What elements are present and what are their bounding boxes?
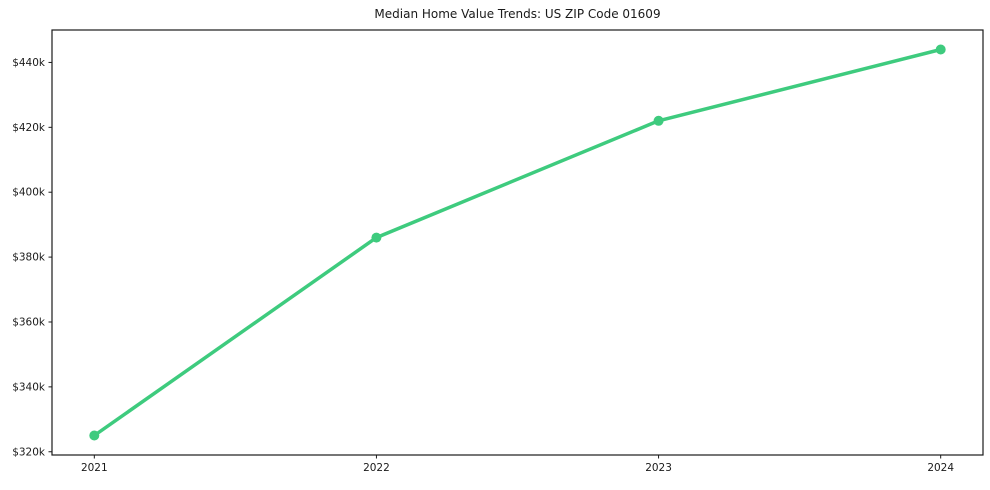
x-tick-label: 2021	[81, 462, 108, 474]
y-tick-label: $320k	[12, 446, 46, 458]
trend-line	[92, 47, 943, 438]
y-tick-label: $400k	[12, 187, 46, 199]
data-point-marker	[89, 430, 100, 441]
axes-frame	[51, 29, 984, 456]
y-tick-label: $360k	[12, 316, 46, 328]
y-tick-label: $420k	[12, 122, 46, 134]
x-tick-label: 2024	[927, 462, 954, 474]
data-point-marker	[653, 115, 664, 126]
x-tick-label: 2022	[363, 462, 390, 474]
x-tick-label: 2023	[645, 462, 672, 474]
data-point-marker	[371, 232, 382, 243]
chart-title: Median Home Value Trends: US ZIP Code 01…	[374, 7, 661, 21]
data-point-marker	[935, 44, 946, 55]
y-tick-label: $340k	[12, 381, 46, 393]
y-tick-label: $380k	[12, 252, 46, 264]
y-tick-label: $440k	[12, 57, 46, 69]
